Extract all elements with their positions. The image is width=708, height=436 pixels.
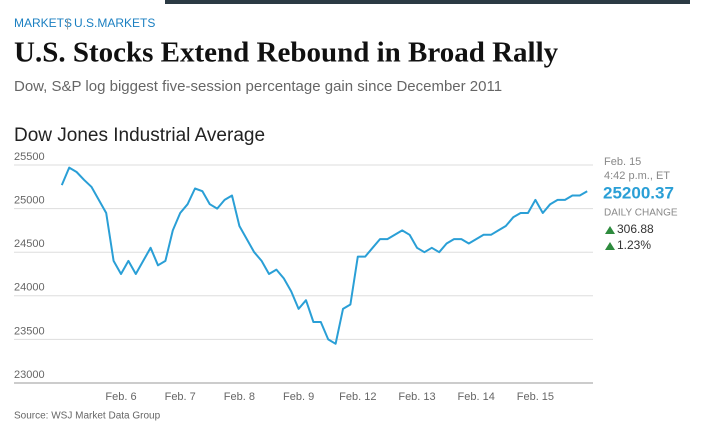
panel-time: 4:42 p.m., ET (604, 170, 670, 182)
up-arrow (605, 242, 615, 250)
panel-date: Feb. 15 (604, 156, 641, 168)
panel-change-label: DAILY CHANGE (604, 208, 678, 219)
y-tick-label: 23500 (14, 325, 45, 337)
panel-change-pct: 1.23% (617, 238, 651, 252)
subsection[interactable]: U.S.MARKETS (74, 16, 155, 30)
x-tick-label: Feb. 6 (105, 391, 136, 403)
x-tick-label: Feb. 8 (224, 391, 255, 403)
line (60, 166, 588, 345)
y-tick-label: 24000 (14, 282, 45, 294)
chart-title: Dow Jones Industrial Average (14, 125, 265, 146)
y-tick-label: 24500 (14, 238, 45, 250)
x-tick-label: Feb. 12 (339, 391, 376, 403)
headline: U.S. Stocks Extend Rebound in Broad Rall… (14, 37, 559, 69)
x-tick-label: Feb. 15 (517, 391, 554, 403)
panel-change: 306.88 (617, 222, 654, 236)
x-tick-label: Feb. 7 (165, 391, 196, 403)
x-tick-label: Feb. 13 (398, 391, 435, 403)
dek: Dow, S&P log biggest five-session percen… (14, 78, 502, 95)
top-bar (165, 0, 690, 4)
source: Source: WSJ Market Data Group (14, 411, 161, 422)
x-tick-label: Feb. 9 (283, 391, 314, 403)
y-tick-label: 25500 (14, 151, 45, 163)
up-arrow (605, 226, 615, 234)
separator: | (66, 16, 69, 30)
panel-price: 25200.37 (603, 183, 674, 202)
x-tick-label: Feb. 14 (458, 391, 495, 403)
y-tick-label: 25000 (14, 195, 45, 207)
section[interactable]: MARKETS (14, 16, 72, 30)
y-tick-label: 23000 (14, 369, 45, 381)
